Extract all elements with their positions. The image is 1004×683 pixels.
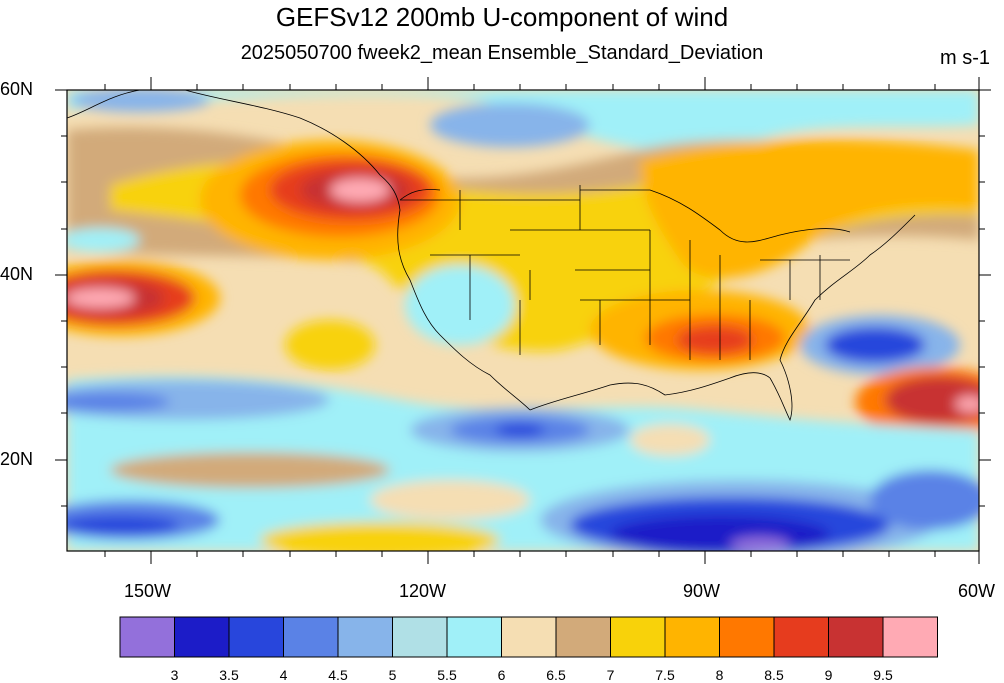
colorbar-tick-label: 7.5 — [655, 667, 675, 683]
colorbar-swatch — [446, 616, 502, 658]
colorbar-tick-label: 3 — [170, 667, 179, 683]
coastlines — [67, 90, 916, 422]
colorbar-tick-label: 6 — [497, 667, 506, 683]
colorbar-tick-label: 8.5 — [764, 667, 784, 683]
colorbar-swatch — [337, 616, 393, 658]
colorbar-tick-label: 4.5 — [328, 667, 348, 683]
lon-label-150w: 150W — [124, 581, 172, 601]
axis-ticks — [55, 77, 991, 564]
colorbar-swatch — [228, 616, 284, 658]
colorbar-tick-label: 5.5 — [437, 667, 457, 683]
units-label: m s-1 — [940, 47, 990, 69]
colorbar-tick-label: 5 — [388, 667, 397, 683]
colorbar-tick-label: 3.5 — [219, 667, 239, 683]
colorbar-swatch — [392, 616, 448, 658]
colorbar-swatch — [283, 616, 339, 658]
colorbar-tick-label: 7 — [606, 667, 615, 683]
colorbar-swatch — [501, 616, 557, 658]
colorbar-tick-label: 9 — [824, 667, 833, 683]
colorbar-swatch — [773, 616, 829, 658]
colorbar-swatch — [610, 616, 666, 658]
lon-label-60w: 60W — [958, 581, 996, 601]
lon-label-120w: 120W — [399, 581, 447, 601]
colorbar-swatch — [174, 616, 230, 658]
colorbar-swatch — [828, 616, 884, 658]
lat-label-40n: 40N — [0, 264, 34, 284]
map-subtitle: 2025050700 fweek2_mean Ensemble_Standard… — [240, 42, 764, 64]
lon-label-90w: 90W — [683, 581, 721, 601]
colorbar-swatch — [719, 616, 775, 658]
colorbar-swatch — [555, 616, 611, 658]
colorbar-swatch — [664, 616, 720, 658]
colorbar-tick-label: 4 — [279, 667, 288, 683]
colorbar-swatch — [882, 616, 938, 658]
colorbar-tick-label: 6.5 — [546, 667, 566, 683]
colorbar-tick-label: 8 — [715, 667, 724, 683]
contour-fill — [67, 90, 979, 551]
colorbar — [119, 616, 938, 658]
colorbar-swatch — [119, 616, 175, 658]
lat-label-60n: 60N — [0, 79, 34, 99]
map-title: GEFSv12 200mb U-component of wind — [275, 2, 729, 32]
lat-label-20n: 20N — [0, 449, 34, 469]
colorbar-tick-label: 9.5 — [873, 667, 893, 683]
